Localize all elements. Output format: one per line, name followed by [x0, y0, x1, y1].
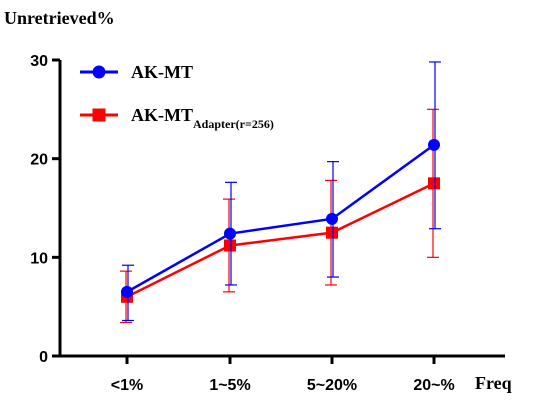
y-tick-label: 0 — [39, 349, 48, 366]
data-point — [428, 138, 440, 151]
y-tick-label: 10 — [30, 250, 48, 267]
legend-item-1: AK-MTAdapter(r=256) — [80, 105, 274, 131]
series-line — [126, 182, 435, 298]
y-axis-label: Unretrieved% — [4, 8, 115, 28]
legend-marker — [92, 65, 106, 79]
y-tick-label: 20 — [30, 152, 48, 169]
legend-label: AK-MT — [131, 62, 193, 82]
x-axis-label: Freq — [475, 373, 512, 393]
series-0 — [121, 61, 441, 322]
axes: 0 10 20 30 <1% 1~5% 5~20% 20~% — [30, 53, 505, 394]
data-point — [224, 227, 236, 240]
series-line — [126, 143, 435, 293]
legend: AK-MT AK-MTAdapter(r=256) — [80, 62, 274, 131]
legend-label: AK-MTAdapter(r=256) — [131, 105, 274, 131]
legend-item-0: AK-MT — [80, 62, 193, 82]
data-point — [224, 239, 236, 252]
data-point — [326, 212, 338, 225]
data-point — [326, 226, 338, 239]
y-tick-label: 30 — [30, 53, 48, 70]
series-1 — [120, 108, 440, 324]
series-layer — [120, 61, 441, 324]
x-tick-label: 1~5% — [209, 377, 250, 394]
x-tick-label: 5~20% — [307, 377, 357, 394]
data-point — [428, 177, 440, 190]
x-tick-label: <1% — [111, 377, 143, 394]
legend-marker — [92, 108, 106, 122]
x-tick-label: 20~% — [413, 377, 454, 394]
data-point — [121, 285, 133, 298]
